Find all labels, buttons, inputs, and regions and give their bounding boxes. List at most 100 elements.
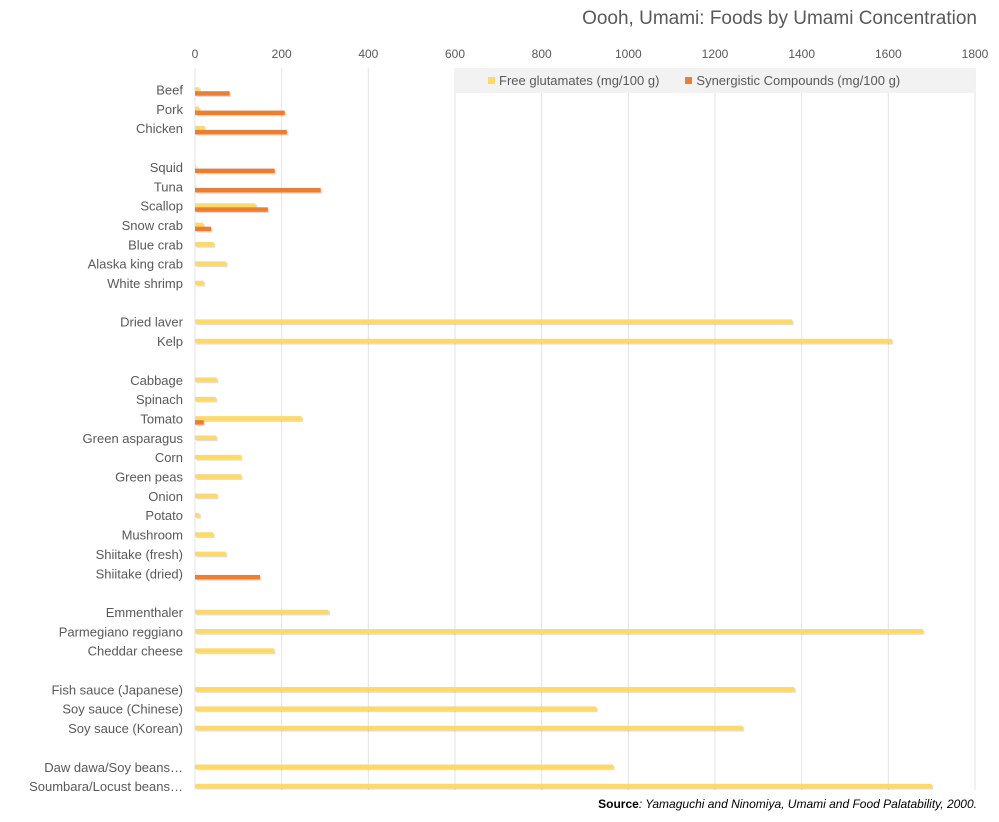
category-label-emmenthaler: Emmenthaler bbox=[106, 605, 184, 620]
category-label-spinach: Spinach bbox=[136, 392, 183, 407]
category-label-squid: Squid bbox=[150, 160, 183, 175]
bar-daw-dawa-soy-beans-free-glutamates[interactable] bbox=[195, 764, 614, 769]
category-label-onion: Onion bbox=[148, 489, 183, 504]
bar-beef-synergistic-compounds[interactable] bbox=[195, 91, 230, 96]
category-label-chicken: Chicken bbox=[136, 121, 183, 136]
bar-chicken-free-glutamates[interactable] bbox=[195, 125, 205, 131]
x-tick-label-1000: 1000 bbox=[615, 47, 642, 61]
category-label-green-peas: Green peas bbox=[115, 470, 183, 485]
category-label-mushroom: Mushroom bbox=[122, 528, 183, 543]
x-tick-label-800: 800 bbox=[532, 47, 552, 61]
bar-shadow bbox=[196, 165, 198, 171]
gridlines bbox=[194, 68, 976, 790]
legend-item-free-glutamates[interactable]: Free glutamates (mg/100 g) bbox=[488, 73, 659, 88]
bar-shiitake-dried-free-glutamates[interactable] bbox=[195, 570, 196, 576]
category-label-shiitake-dried: Shiitake (dried) bbox=[96, 566, 183, 581]
bar-tomato-synergistic-compounds[interactable] bbox=[195, 420, 204, 425]
category-label-white-shrimp: White shrimp bbox=[107, 276, 183, 291]
bar-dried-laver-free-glutamates[interactable] bbox=[195, 319, 793, 324]
bar-tuna-synergistic-compounds[interactable] bbox=[195, 187, 321, 193]
x-tick-label-600: 600 bbox=[445, 47, 465, 61]
bar-soumbara-locust-beans-free-glutamates[interactable] bbox=[195, 783, 932, 789]
bar-fish-sauce-japanese-free-glutamates[interactable] bbox=[195, 687, 795, 692]
category-label-shiitake-fresh: Shiitake (fresh) bbox=[96, 547, 183, 562]
legend: Free glutamates (mg/100 g) Synergistic C… bbox=[456, 68, 975, 93]
category-label-cabbage: Cabbage bbox=[130, 373, 183, 388]
legend-item-synergistic-compounds[interactable]: Synergistic Compounds (mg/100 g) bbox=[685, 73, 900, 88]
bar-white-shrimp-free-glutamates[interactable] bbox=[195, 280, 204, 286]
bar-potato-free-glutamates[interactable] bbox=[195, 512, 200, 518]
category-label-soumbara-locust-beans: Soumbara/Locust beans… bbox=[29, 779, 183, 794]
category-label-kelp: Kelp bbox=[157, 334, 183, 349]
x-axis-ticks: 0 200 400 600 800 1000 1200 1400 1600 1800 bbox=[192, 47, 989, 61]
category-label-cheddar-cheese: Cheddar cheese bbox=[88, 644, 183, 659]
chart-title: Oooh, Umami: Foods by Umami Concentratio… bbox=[582, 8, 977, 29]
bar-spinach-free-glutamates[interactable] bbox=[195, 396, 216, 402]
source-note: Source: Yamaguchi and Ninomiya, Umami an… bbox=[598, 797, 977, 811]
x-tick-label-1800: 1800 bbox=[962, 47, 989, 61]
legend-swatch-free-glutamates bbox=[488, 77, 495, 84]
bar-cabbage-free-glutamates[interactable] bbox=[195, 377, 217, 382]
bar-squid-synergistic-compounds[interactable] bbox=[195, 168, 275, 174]
bar-pork-synergistic-compounds[interactable] bbox=[195, 110, 285, 116]
x-tick-label-0: 0 bbox=[192, 47, 199, 61]
bar-scallop-free-glutamates[interactable] bbox=[195, 203, 256, 208]
bar-shiitake-dried-synergistic-compounds[interactable] bbox=[195, 574, 260, 580]
category-label-tomato: Tomato bbox=[140, 411, 183, 426]
bar-tuna-free-glutamates[interactable] bbox=[195, 183, 196, 189]
category-label-dried-laver: Dried laver bbox=[120, 315, 184, 330]
category-label-alaska-king-crab: Alaska king crab bbox=[88, 257, 183, 272]
bar-beef-free-glutamates[interactable] bbox=[195, 87, 200, 92]
bar-soy-sauce-chinese-free-glutamates[interactable] bbox=[195, 706, 597, 711]
category-label-fish-sauce-japanese: Fish sauce (Japanese) bbox=[51, 682, 183, 697]
bar-snow-crab-free-glutamates[interactable] bbox=[195, 222, 204, 228]
bar-scallop-synergistic-compounds[interactable] bbox=[195, 207, 268, 212]
bar-shadow bbox=[196, 572, 198, 577]
category-label-soy-sauce-chinese: Soy sauce (Chinese) bbox=[62, 702, 183, 717]
bar-chicken-synergistic-compounds[interactable] bbox=[195, 129, 287, 135]
category-labels: Beef Pork Chicken Squid Tuna Scallop Snow crab… bbox=[29, 83, 184, 795]
bar-alaska-king-crab-free-glutamates[interactable] bbox=[195, 261, 227, 266]
category-label-scallop: Scallop bbox=[140, 199, 183, 214]
category-label-pork: Pork bbox=[156, 102, 183, 117]
bar-shiitake-fresh-free-glutamates[interactable] bbox=[195, 551, 226, 557]
category-label-tuna: Tuna bbox=[154, 179, 184, 194]
bar-mushroom-free-glutamates[interactable] bbox=[195, 532, 214, 537]
category-label-soy-sauce-korean: Soy sauce (Korean) bbox=[68, 721, 183, 736]
bar-corn-free-glutamates[interactable] bbox=[195, 454, 241, 460]
bar-kelp-free-glutamates[interactable] bbox=[195, 338, 892, 344]
category-label-beef: Beef bbox=[156, 83, 183, 98]
bars bbox=[195, 87, 934, 790]
bar-parmegiano-reggiano-free-glutamates[interactable] bbox=[195, 629, 923, 634]
bar-squid-free-glutamates[interactable] bbox=[195, 164, 196, 170]
bar-pork-free-glutamates[interactable] bbox=[195, 106, 199, 112]
category-label-daw-dawa-soy-beans: Daw dawa/Soy beans… bbox=[44, 760, 183, 775]
category-label-parmegiano-reggiano: Parmegiano reggiano bbox=[59, 624, 183, 639]
source-label: Source bbox=[598, 797, 639, 811]
bar-green-peas-free-glutamates[interactable] bbox=[195, 474, 241, 479]
x-tick-label-1600: 1600 bbox=[875, 47, 902, 61]
category-label-blue-crab: Blue crab bbox=[128, 237, 183, 252]
legend-swatch-synergistic-compounds bbox=[685, 77, 693, 84]
bar-cheddar-cheese-free-glutamates[interactable] bbox=[195, 648, 274, 653]
bar-shadow bbox=[196, 185, 198, 190]
bar-snow-crab-synergistic-compounds[interactable] bbox=[195, 226, 212, 232]
legend-label-free-glutamates: Free glutamates (mg/100 g) bbox=[499, 73, 660, 88]
bar-tomato-free-glutamates[interactable] bbox=[195, 416, 302, 421]
category-label-snow-crab: Snow crab bbox=[122, 218, 183, 233]
bar-emmenthaler-free-glutamates[interactable] bbox=[195, 609, 329, 615]
bar-green-asparagus-free-glutamates[interactable] bbox=[195, 435, 217, 441]
legend-label-synergistic-compounds: Synergistic Compounds (mg/100 g) bbox=[696, 73, 901, 88]
x-tick-label-1400: 1400 bbox=[788, 47, 815, 61]
bar-onion-free-glutamates[interactable] bbox=[195, 493, 218, 499]
x-tick-label-400: 400 bbox=[358, 47, 378, 61]
category-label-corn: Corn bbox=[155, 450, 183, 465]
category-label-green-asparagus: Green asparagus bbox=[83, 431, 184, 446]
bar-blue-crab-free-glutamates[interactable] bbox=[195, 242, 214, 247]
bar-soy-sauce-korean-free-glutamates[interactable] bbox=[195, 725, 743, 731]
source-text: : Yamaguchi and Ninomiya, Umami and Food… bbox=[638, 797, 977, 811]
x-tick-label-200: 200 bbox=[272, 47, 292, 61]
category-label-potato: Potato bbox=[145, 508, 183, 523]
x-tick-label-1200: 1200 bbox=[702, 47, 729, 61]
